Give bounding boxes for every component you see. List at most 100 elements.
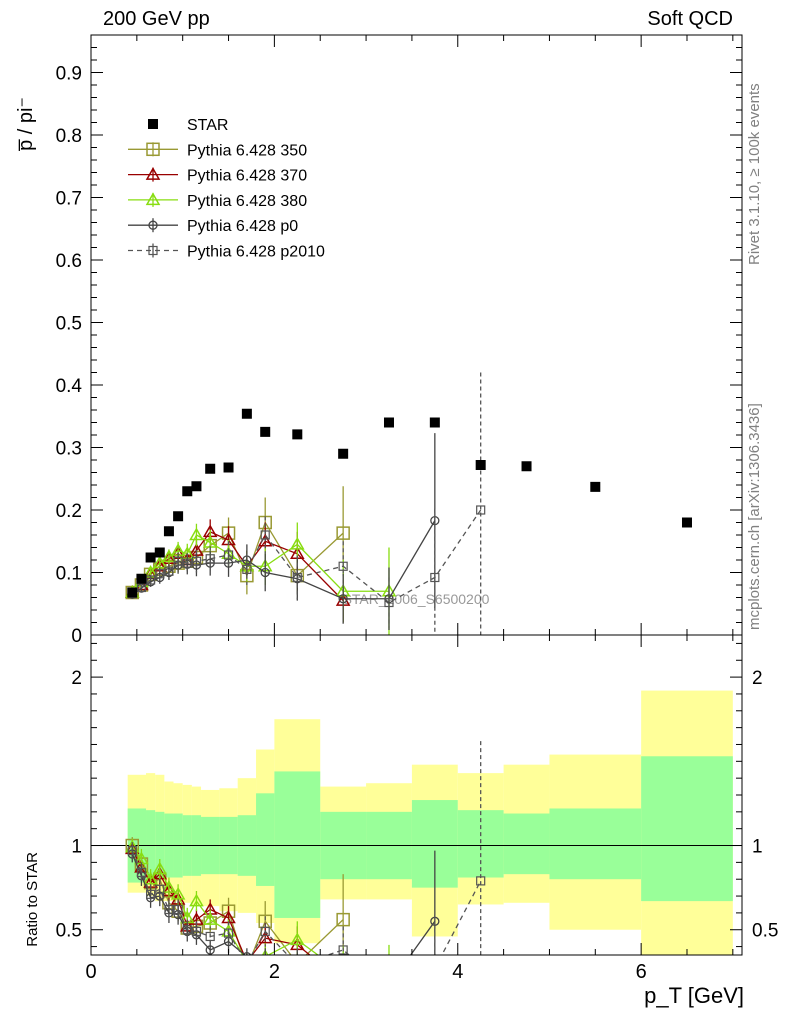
axes: 0 2 4 6 0 0.1 0.2 0.3 0.4 0.5 0.6 0.7 0.8 0.9 0.5 0.5 1 1… bbox=[56, 35, 778, 983]
data-point bbox=[136, 573, 147, 584]
data-point bbox=[191, 926, 202, 937]
series-main-p2010 bbox=[127, 372, 486, 635]
data-point bbox=[127, 845, 137, 856]
x-tick-label: 6 bbox=[636, 961, 647, 983]
data-point bbox=[145, 575, 156, 585]
y-tick-label: 0.4 bbox=[56, 376, 83, 397]
data-point bbox=[136, 867, 147, 878]
data-point bbox=[173, 556, 183, 566]
star-band-bin bbox=[503, 813, 550, 875]
y-tick-label: 0.2 bbox=[56, 501, 82, 522]
series-ratio-p2010 bbox=[127, 741, 486, 972]
data-point bbox=[241, 408, 252, 419]
data-point bbox=[260, 530, 270, 540]
ratio-tick-label: 2 bbox=[71, 668, 82, 689]
legend-marker bbox=[148, 220, 158, 230]
data-point bbox=[170, 886, 186, 900]
data-point bbox=[339, 976, 347, 984]
data-point bbox=[241, 962, 253, 974]
legend-label: Pythia 6.428 p0 bbox=[187, 218, 298, 235]
data-point bbox=[430, 572, 440, 583]
y-axis-title: p̅ / pi⁻ bbox=[15, 97, 37, 151]
data-point bbox=[182, 486, 193, 497]
data-point bbox=[243, 959, 251, 967]
data-point bbox=[155, 884, 165, 894]
data-point bbox=[155, 891, 165, 901]
data-point bbox=[155, 569, 165, 579]
data-point bbox=[161, 549, 177, 563]
data-point bbox=[223, 462, 234, 473]
data-point bbox=[163, 526, 174, 537]
header-right-label: Soft QCD bbox=[647, 8, 733, 30]
data-point bbox=[475, 460, 486, 470]
data-point bbox=[246, 954, 248, 955]
star-band-bin bbox=[274, 771, 321, 918]
y-tick-label: 0.1 bbox=[56, 564, 82, 585]
main-panel-series bbox=[124, 372, 692, 635]
data-point bbox=[145, 552, 156, 563]
data-point bbox=[191, 556, 202, 566]
y-tick-label: 0 bbox=[71, 626, 82, 647]
legend: STAR Pythia 6.428 350 Pythia 6.428 370 Pyth… bbox=[128, 117, 325, 261]
data-point bbox=[429, 417, 440, 428]
y-tick-label: 0.6 bbox=[56, 251, 82, 272]
data-point bbox=[384, 597, 394, 608]
data-point bbox=[292, 429, 303, 440]
x-tick-label: 0 bbox=[85, 961, 96, 983]
y-tick-label: 0.7 bbox=[56, 189, 82, 210]
legend-entry-star: STAR bbox=[148, 117, 228, 134]
ratio-tick-label-right: 1 bbox=[752, 837, 763, 858]
y-tick-label: 0.5 bbox=[56, 314, 82, 335]
legend-entry-p370: Pythia 6.428 370 bbox=[128, 167, 307, 185]
legend-label: Pythia 6.428 380 bbox=[187, 193, 307, 210]
ratio-panel-series bbox=[124, 741, 486, 989]
data-point bbox=[205, 931, 215, 942]
data-point bbox=[292, 572, 302, 583]
data-point bbox=[189, 893, 204, 907]
legend-marker bbox=[148, 119, 158, 129]
data-point bbox=[385, 981, 393, 989]
data-point bbox=[205, 463, 216, 474]
legend-marker bbox=[146, 142, 160, 157]
data-point bbox=[383, 417, 394, 428]
star-band-bin bbox=[549, 808, 642, 880]
data-point bbox=[290, 536, 305, 550]
data-point bbox=[223, 550, 234, 560]
data-point bbox=[164, 566, 174, 576]
data-point bbox=[189, 527, 204, 541]
data-point bbox=[521, 461, 532, 472]
data-point bbox=[337, 976, 349, 987]
ratio-tick-label-right: 0.5 bbox=[752, 921, 778, 942]
x-tick-label: 2 bbox=[269, 961, 280, 983]
legend-entry-p0: Pythia 6.428 p0 bbox=[128, 218, 298, 235]
legend-label: STAR bbox=[187, 117, 228, 134]
legend-entry-p2010: Pythia 6.428 p2010 bbox=[128, 243, 325, 261]
data-point bbox=[223, 928, 234, 938]
data-point bbox=[260, 567, 270, 578]
data-point bbox=[173, 904, 183, 915]
data-point bbox=[431, 964, 439, 972]
data-point bbox=[145, 889, 156, 899]
data-point bbox=[337, 968, 349, 979]
data-point bbox=[476, 876, 486, 886]
y-tick-label: 0.3 bbox=[56, 439, 82, 460]
data-point bbox=[338, 448, 349, 459]
data-point bbox=[336, 526, 350, 540]
data-point bbox=[293, 963, 301, 971]
data-point bbox=[242, 952, 252, 955]
data-point bbox=[246, 954, 248, 955]
header-left-label: 200 GeV pp bbox=[103, 8, 210, 30]
data-point bbox=[338, 594, 348, 604]
data-point bbox=[338, 945, 348, 955]
legend-entry-p350: Pythia 6.428 350 bbox=[128, 142, 307, 159]
data-point bbox=[681, 517, 692, 528]
series-line bbox=[131, 509, 482, 604]
legend-marker bbox=[145, 192, 161, 206]
data-point bbox=[154, 547, 165, 558]
data-point bbox=[173, 511, 184, 522]
legend-marker bbox=[145, 167, 161, 180]
data-point bbox=[205, 554, 215, 564]
data-point bbox=[260, 926, 270, 937]
x-tick-label: 4 bbox=[452, 961, 463, 983]
